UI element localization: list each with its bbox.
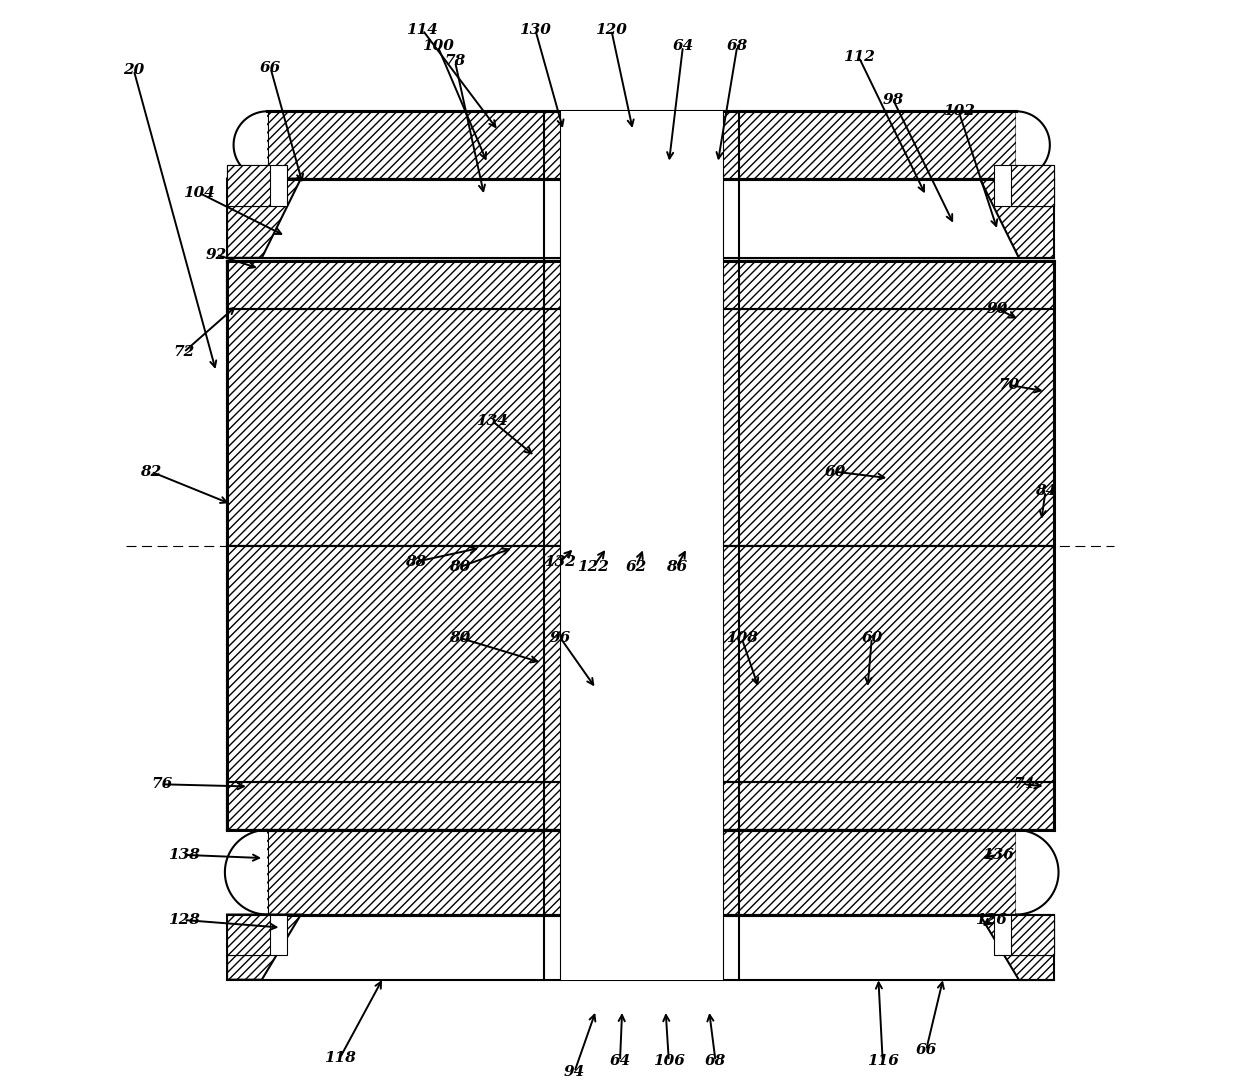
Text: 106: 106: [653, 1054, 684, 1068]
Bar: [227, 261, 1054, 309]
Text: 84: 84: [1035, 484, 1056, 499]
Bar: [227, 546, 1054, 830]
Text: 60: 60: [825, 465, 846, 479]
Text: 102: 102: [942, 105, 975, 118]
Bar: [268, 830, 1017, 914]
Text: 100: 100: [422, 39, 454, 53]
Text: 60: 60: [862, 631, 883, 645]
Text: 70: 70: [998, 377, 1019, 392]
Polygon shape: [233, 111, 268, 179]
Bar: [227, 261, 1054, 309]
Text: 78: 78: [444, 55, 466, 69]
Text: 88: 88: [405, 555, 427, 568]
Bar: [227, 165, 286, 206]
Text: 76: 76: [151, 777, 172, 791]
Text: 68: 68: [727, 39, 748, 53]
Text: 98: 98: [883, 94, 904, 108]
Bar: [227, 261, 1054, 546]
Text: 68: 68: [704, 1054, 727, 1068]
Text: 90: 90: [987, 302, 1008, 316]
Polygon shape: [227, 914, 301, 980]
Text: 136: 136: [982, 848, 1013, 862]
Text: 66: 66: [915, 1043, 936, 1057]
Text: 120: 120: [595, 23, 627, 37]
Text: 116: 116: [867, 1054, 899, 1068]
Polygon shape: [981, 179, 1054, 257]
Text: 20: 20: [123, 63, 144, 77]
Text: 86: 86: [666, 560, 687, 574]
Bar: [1011, 165, 1054, 206]
Text: 104: 104: [184, 185, 215, 200]
Text: 128: 128: [167, 913, 200, 927]
Bar: [994, 914, 1054, 956]
Text: 80: 80: [449, 560, 470, 574]
Text: 138: 138: [167, 848, 200, 862]
Bar: [560, 111, 723, 980]
Text: 112: 112: [843, 50, 874, 64]
Bar: [1011, 165, 1054, 206]
Text: 64: 64: [672, 39, 693, 53]
Polygon shape: [224, 830, 268, 914]
Text: 92: 92: [206, 248, 227, 262]
Bar: [227, 165, 270, 206]
Polygon shape: [227, 179, 301, 257]
Bar: [1011, 914, 1054, 956]
Text: 134: 134: [476, 413, 508, 428]
Text: 126: 126: [976, 913, 1007, 927]
Polygon shape: [1017, 111, 1050, 179]
Text: 62: 62: [626, 560, 647, 574]
Bar: [227, 782, 1054, 830]
Text: 96: 96: [549, 631, 570, 645]
Bar: [268, 111, 1017, 179]
Text: 132: 132: [544, 555, 577, 568]
Bar: [1011, 914, 1054, 956]
Polygon shape: [981, 914, 1054, 980]
Text: 80: 80: [449, 631, 470, 645]
Bar: [227, 914, 270, 956]
Bar: [994, 165, 1054, 206]
Bar: [227, 546, 1054, 830]
Text: 66: 66: [260, 61, 281, 75]
Bar: [227, 782, 1054, 830]
Text: 94: 94: [564, 1065, 585, 1079]
Bar: [227, 165, 270, 206]
Text: 122: 122: [577, 560, 609, 574]
Text: 130: 130: [520, 23, 552, 37]
Text: 82: 82: [140, 465, 161, 479]
Text: 74: 74: [1013, 777, 1034, 791]
Text: 108: 108: [725, 631, 758, 645]
Text: 118: 118: [324, 1051, 356, 1065]
Polygon shape: [1017, 830, 1059, 914]
Text: 114: 114: [407, 23, 439, 37]
Bar: [227, 261, 1054, 546]
Bar: [227, 914, 270, 956]
Text: 72: 72: [174, 345, 195, 359]
Text: 64: 64: [609, 1054, 631, 1068]
Bar: [268, 830, 1017, 914]
Bar: [227, 914, 286, 956]
Bar: [268, 111, 1017, 179]
